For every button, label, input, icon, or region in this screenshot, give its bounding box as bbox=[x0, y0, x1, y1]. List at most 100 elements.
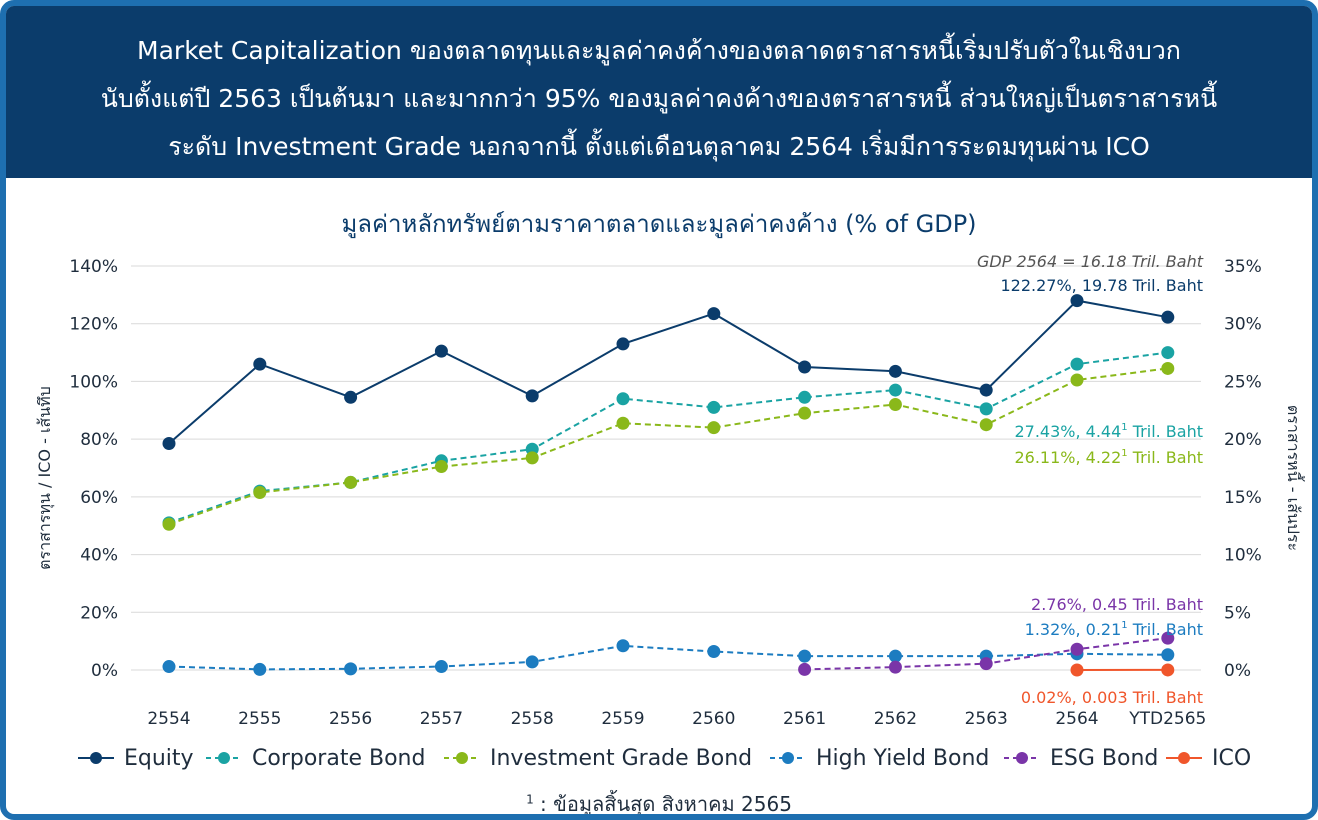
legend-label-high-yield-bond: High Yield Bond bbox=[816, 745, 990, 771]
data-point-equity bbox=[525, 389, 539, 403]
data-point-investment-grade-bond bbox=[707, 421, 721, 435]
legend-swatch-corporate-bond bbox=[206, 752, 242, 764]
series-line-high-yield-bond bbox=[168, 644, 1168, 671]
data-point-equity bbox=[798, 360, 812, 374]
data-point-high-yield-bond bbox=[888, 649, 902, 663]
legend-swatch-equity bbox=[78, 752, 114, 764]
data-point-equity bbox=[979, 383, 993, 397]
x-tick-label: 2558 bbox=[511, 709, 554, 729]
data-point-equity bbox=[888, 364, 902, 378]
data-point-esg-bond bbox=[979, 657, 993, 671]
y-tick-label-right: 0% bbox=[1224, 661, 1251, 681]
x-tick-label: 2554 bbox=[147, 709, 190, 729]
legend-label-corporate-bond: Corporate Bond bbox=[252, 745, 426, 771]
data-point-investment-grade-bond bbox=[616, 416, 630, 430]
legend-item-high-yield-bond: High Yield Bond bbox=[768, 742, 989, 774]
y-tick-label-left: 80% bbox=[80, 430, 118, 450]
annotation-equity: 122.27%, 19.78 Tril. Baht bbox=[1000, 276, 1203, 295]
header-line-3: ระดับ Investment Grade นอกจากนี้ ตั้งแต่… bbox=[168, 132, 1150, 161]
y-tick-label-right: 5% bbox=[1224, 603, 1251, 623]
y-tick-label-left: 120% bbox=[69, 315, 118, 335]
data-point-investment-grade-bond bbox=[525, 451, 539, 465]
header-line-2: นับตั้งแต่ปี 2563 เป็นต้นมา และมากกว่า 9… bbox=[100, 84, 1218, 113]
annotation-ico: 0.02%, 0.003 Tril. Baht bbox=[1021, 688, 1203, 707]
legend-swatch-esg-bond bbox=[1004, 752, 1040, 764]
x-tick-label: 2562 bbox=[874, 709, 917, 729]
annotation-gdp: GDP 2564 = 16.18 Tril. Baht bbox=[977, 252, 1204, 271]
data-point-equity bbox=[1070, 294, 1084, 308]
y-tick-label-right: 20% bbox=[1224, 430, 1262, 450]
y-tick-label-left: 20% bbox=[80, 603, 118, 623]
data-point-equity bbox=[253, 357, 267, 371]
data-point-equity bbox=[707, 307, 721, 321]
header-line-1: Market Capitalization ของตลาดทุนและมูลค่… bbox=[137, 36, 1181, 65]
data-point-high-yield-bond bbox=[253, 662, 267, 676]
x-tick-label: 2564 bbox=[1055, 709, 1098, 729]
data-point-investment-grade-bond bbox=[344, 475, 358, 489]
chart-title: มูลค่าหลักทรัพย์ตามราคาตลาดและมูลค่าคงค้… bbox=[341, 210, 977, 238]
data-point-esg-bond bbox=[888, 660, 902, 674]
data-point-investment-grade-bond bbox=[1070, 373, 1084, 387]
data-point-high-yield-bond bbox=[525, 655, 539, 669]
legend-item-equity: Equity bbox=[76, 742, 194, 774]
data-point-investment-grade-bond bbox=[979, 418, 993, 432]
data-point-high-yield-bond bbox=[1161, 648, 1175, 662]
line-chart: 0% 0% 20% 5% 40% 10% 60% 15% 80% 20% 100% 25% 120% 30… bbox=[35, 252, 1305, 729]
y-axis-label-right: ตราสารหนี้ - เส้นประ bbox=[1284, 405, 1305, 551]
y-tick-label-left: 60% bbox=[80, 488, 118, 508]
y-tick-label-right: 30% bbox=[1224, 315, 1262, 335]
series-line-equity bbox=[168, 299, 1168, 445]
legend-swatch-investment-grade-bond bbox=[444, 752, 480, 764]
y-tick-label-right: 35% bbox=[1224, 257, 1262, 277]
annotation-investment-grade-bond: 26.11%, 4.221 Tril. Baht bbox=[1014, 448, 1203, 467]
x-tick-label: 2559 bbox=[601, 709, 644, 729]
annotation-esg-bond: 2.76%, 0.45 Tril. Baht bbox=[1031, 595, 1203, 614]
data-point-high-yield-bond bbox=[344, 662, 358, 676]
legend-swatch-ico bbox=[1166, 752, 1202, 764]
data-point-corporate-bond bbox=[707, 400, 721, 414]
legend-label-esg-bond: ESG Bond bbox=[1050, 745, 1159, 771]
data-point-corporate-bond bbox=[888, 383, 902, 397]
y-axis-label-left: ตราสารทุน / ICO - เส้นทึบ bbox=[35, 386, 55, 570]
footnote-text: : ข้อมูลสิ้นสุด สิงหาคม 2565 bbox=[533, 792, 792, 816]
y-tick-label-left: 140% bbox=[69, 257, 118, 277]
legend-item-esg-bond: ESG Bond bbox=[1002, 742, 1158, 774]
y-tick-label-left: 100% bbox=[69, 372, 118, 392]
data-point-investment-grade-bond bbox=[888, 398, 902, 412]
data-point-corporate-bond bbox=[1070, 357, 1084, 371]
data-point-equity bbox=[434, 344, 448, 358]
x-tick-label: 2556 bbox=[329, 709, 372, 729]
data-point-high-yield-bond bbox=[616, 639, 630, 653]
data-point-equity bbox=[162, 436, 176, 450]
y-tick-label-right: 10% bbox=[1224, 546, 1262, 566]
data-point-investment-grade-bond bbox=[1161, 361, 1175, 375]
data-point-esg-bond bbox=[798, 662, 812, 676]
footnote-marker: 1 bbox=[526, 792, 534, 807]
x-tick-label: 2555 bbox=[238, 709, 281, 729]
data-point-esg-bond bbox=[1070, 642, 1084, 656]
data-point-equity bbox=[344, 390, 358, 404]
footnote: 1 : ข้อมูลสิ้นสุด สิงหาคม 2565 bbox=[6, 788, 1312, 816]
x-tick-label: 2563 bbox=[965, 709, 1008, 729]
x-tick-label: 2560 bbox=[692, 709, 735, 729]
data-point-investment-grade-bond bbox=[253, 486, 267, 500]
legend-item-ico: ICO bbox=[1164, 742, 1251, 774]
data-point-investment-grade-bond bbox=[798, 406, 812, 420]
x-tick-label: 2561 bbox=[783, 709, 826, 729]
data-point-equity bbox=[616, 337, 630, 351]
x-tick-label: 2557 bbox=[420, 709, 463, 729]
y-tick-label-left: 40% bbox=[80, 546, 118, 566]
data-point-corporate-bond bbox=[798, 390, 812, 404]
data-point-ico bbox=[1070, 663, 1084, 677]
data-point-esg-bond bbox=[1161, 631, 1175, 645]
data-point-corporate-bond bbox=[1161, 346, 1175, 360]
legend-label-equity: Equity bbox=[124, 745, 194, 771]
y-tick-label-left: 0% bbox=[91, 661, 118, 681]
data-point-investment-grade-bond bbox=[434, 460, 448, 474]
data-point-investment-grade-bond bbox=[162, 517, 176, 531]
legend-label-ico: ICO bbox=[1212, 745, 1252, 771]
data-point-corporate-bond bbox=[616, 392, 630, 406]
data-point-corporate-bond bbox=[979, 402, 993, 416]
header-banner: Market Capitalization ของตลาดทุนและมูลค่… bbox=[6, 6, 1312, 178]
